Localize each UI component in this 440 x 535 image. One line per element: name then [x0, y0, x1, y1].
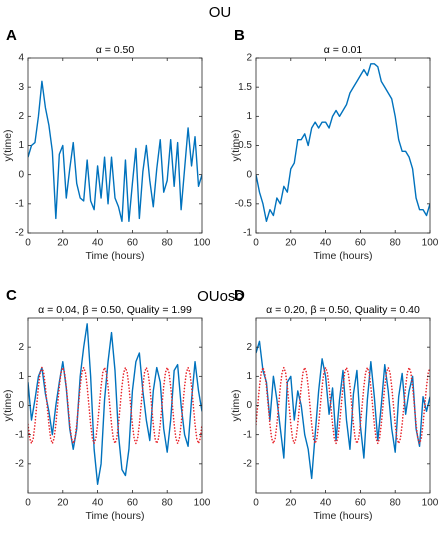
y-tick-label: -1	[243, 228, 252, 239]
data-line	[28, 366, 202, 445]
x-tick-label: 0	[25, 498, 31, 509]
panel-letter: D	[234, 287, 245, 304]
x-tick-label: 0	[25, 238, 31, 249]
x-tick-label: 80	[162, 498, 174, 509]
plot-area	[28, 58, 202, 233]
x-tick-label: 100	[194, 238, 211, 249]
data-line	[28, 80, 202, 223]
y-tick-label: 2	[246, 342, 252, 353]
x-tick-label: 100	[422, 498, 439, 509]
x-tick-label: 40	[320, 238, 332, 249]
x-tick-label: 40	[92, 498, 104, 509]
y-tick-label: 1	[18, 371, 24, 382]
y-tick-label: 0	[246, 400, 252, 411]
plot-area	[256, 318, 430, 493]
x-tick-label: 20	[57, 498, 69, 509]
x-tick-label: 80	[390, 498, 402, 509]
y-axis-label: y(time)	[2, 129, 14, 161]
x-tick-label: 20	[285, 238, 297, 249]
y-tick-label: 1	[246, 111, 252, 122]
data-line	[256, 366, 430, 445]
data-line	[256, 340, 430, 480]
y-tick-label: -2	[243, 458, 252, 469]
y-tick-label: 0	[18, 400, 24, 411]
x-tick-label: 80	[162, 238, 174, 249]
x-tick-label: 60	[355, 498, 367, 509]
x-tick-label: 60	[127, 498, 139, 509]
plot-area	[256, 58, 430, 233]
x-tick-label: 0	[253, 498, 259, 509]
chart-title: α = 0.50	[96, 44, 135, 56]
chart-title: α = 0.20, β = 0.50, Quality = 0.40	[266, 304, 420, 316]
x-tick-label: 40	[92, 238, 104, 249]
y-tick-label: -1	[15, 198, 24, 209]
y-tick-label: -0.5	[235, 198, 253, 209]
x-tick-label: 40	[320, 498, 332, 509]
x-axis-label: Time (hours)	[313, 250, 372, 262]
y-tick-label: 0	[18, 169, 24, 180]
y-tick-label: 2	[246, 53, 252, 64]
x-tick-label: 0	[253, 238, 259, 249]
x-tick-label: 80	[390, 238, 402, 249]
y-tick-label: 2	[18, 342, 24, 353]
panel-letter: B	[234, 27, 245, 44]
y-tick-label: 0	[246, 169, 252, 180]
chart-title: α = 0.04, β = 0.50, Quality = 1.99	[38, 304, 192, 316]
x-axis-label: Time (hours)	[313, 510, 372, 522]
x-tick-label: 100	[422, 238, 439, 249]
data-line	[28, 323, 202, 485]
x-tick-label: 60	[127, 238, 139, 249]
section-title: OUosc	[197, 288, 243, 305]
panel-letter: A	[6, 27, 17, 44]
y-axis-label: y(time)	[230, 129, 242, 161]
x-axis-label: Time (hours)	[85, 510, 144, 522]
chart-title: α = 0.01	[324, 44, 363, 56]
y-tick-label: 1.5	[238, 82, 252, 93]
x-axis-label: Time (hours)	[85, 250, 144, 262]
y-axis-label: y(time)	[2, 389, 14, 421]
y-tick-label: -1	[243, 429, 252, 440]
y-tick-label: 1	[18, 140, 24, 151]
x-tick-label: 20	[285, 498, 297, 509]
y-tick-label: 1	[246, 371, 252, 382]
y-axis-label: y(time)	[230, 389, 242, 421]
x-tick-label: 20	[57, 238, 69, 249]
y-tick-label: -2	[15, 228, 24, 239]
y-tick-label: -1	[15, 429, 24, 440]
y-tick-label: 2	[18, 111, 24, 122]
y-tick-label: 4	[18, 53, 24, 64]
section-title: OU	[209, 4, 232, 21]
y-tick-label: 3	[18, 82, 24, 93]
x-tick-label: 100	[194, 498, 211, 509]
plot-area	[28, 318, 202, 493]
panel-letter: C	[6, 287, 17, 304]
y-tick-label: -2	[15, 458, 24, 469]
data-line	[256, 63, 430, 223]
x-tick-label: 60	[355, 238, 367, 249]
y-tick-label: 0.5	[238, 140, 252, 151]
